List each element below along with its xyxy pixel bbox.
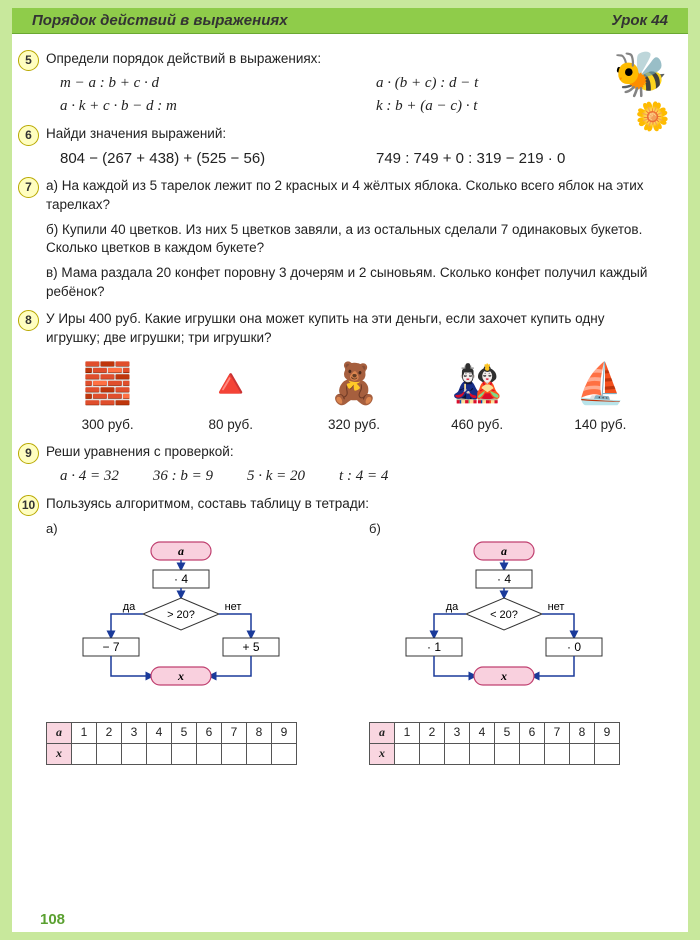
svg-text:< 20?: < 20?	[490, 609, 518, 621]
toy-price: 320 руб.	[306, 416, 402, 435]
task-number: 7	[18, 177, 39, 198]
toy-item: 🧱 300 руб.	[60, 356, 156, 435]
equation: t : 4 = 4	[339, 466, 388, 487]
flowchart-svg: a · 4 < 20? да нет · 1 · 0 x	[369, 540, 639, 710]
svg-text:a: a	[501, 544, 507, 558]
equation: 5 · k = 20	[247, 466, 305, 487]
page-content: 5 Определи порядок действий в выражениях…	[12, 34, 688, 783]
svg-text:нет: нет	[225, 601, 242, 613]
task-7b: б) Купили 40 цветков. Из них 5 цветков з…	[46, 221, 662, 259]
task-number: 9	[18, 443, 39, 464]
flow-label: а)	[46, 520, 339, 538]
toy-icon: 🧸	[321, 356, 387, 412]
svg-text:· 1: · 1	[427, 640, 441, 654]
page-number: 108	[40, 911, 65, 928]
toy-price: 460 руб.	[429, 416, 525, 435]
task-10: 10 Пользуясь алгоритмом, составь таблицу…	[46, 495, 662, 765]
task-7c: в) Мама раздала 20 конфет поровну 3 доче…	[46, 264, 662, 302]
expr: m − a : b + c · d	[60, 73, 346, 94]
lesson-title: Порядок действий в выражениях	[32, 12, 288, 29]
task-6: 6 Найди значения выражений: 804 − (267 +…	[46, 125, 662, 169]
task-7: 7 а) На каждой из 5 тарелок лежит по 2 к…	[46, 177, 662, 302]
svg-text:> 20?: > 20?	[167, 609, 195, 621]
task-text: Найди значения выражений:	[46, 126, 226, 141]
task-7a: а) На каждой из 5 тарелок лежит по 2 кра…	[46, 177, 662, 215]
value-table-a: a123456789x	[46, 722, 297, 765]
flow-a: а) a · 4 > 20? да нет − 7 + 5 x a123456789x	[46, 520, 339, 765]
expr: a · k + c · b − d : m	[60, 96, 346, 117]
task-8: 8 У Иры 400 руб. Какие игрушки она может…	[46, 310, 662, 435]
task-9: 9 Реши уравнения с проверкой: a · 4 = 32…	[46, 443, 662, 487]
task-number: 10	[18, 495, 39, 516]
svg-text:− 7: − 7	[102, 640, 119, 654]
equation: 36 : b = 9	[153, 466, 213, 487]
task-text: У Иры 400 руб. Какие игрушки она может к…	[46, 311, 604, 345]
flow-b: б) a · 4 < 20? да нет · 1 · 0 x a123456789x	[369, 520, 662, 765]
toy-price: 300 руб.	[60, 416, 156, 435]
task-number: 8	[18, 310, 39, 331]
expr-grid: 804 − (267 + 438) + (525 − 56) 749 : 749…	[60, 148, 662, 169]
value-table-b: a123456789x	[369, 722, 620, 765]
task-number: 5	[18, 50, 39, 71]
toy-item: 🧸 320 руб.	[306, 356, 402, 435]
toy-price: 140 руб.	[552, 416, 648, 435]
expr: 749 : 749 + 0 : 319 − 219 · 0	[376, 148, 662, 169]
svg-text:да: да	[446, 601, 459, 613]
task-text: Реши уравнения с проверкой:	[46, 444, 234, 459]
textbook-page: Порядок действий в выражениях Урок 44 🐝 …	[0, 0, 700, 940]
flowchart-svg: a · 4 > 20? да нет − 7 + 5 x	[46, 540, 316, 710]
svg-text:x: x	[500, 669, 507, 683]
toy-item: 🔺 80 руб.	[183, 356, 279, 435]
toy-icon: 🎎	[444, 356, 510, 412]
svg-text:+ 5: + 5	[242, 640, 259, 654]
svg-text:x: x	[177, 669, 184, 683]
flow-label: б)	[369, 520, 662, 538]
expr: 804 − (267 + 438) + (525 − 56)	[60, 148, 346, 169]
toy-item: ⛵ 140 руб.	[552, 356, 648, 435]
toy-icon: 🔺	[198, 356, 264, 412]
lesson-number: Урок 44	[611, 12, 668, 29]
svg-text:· 0: · 0	[567, 640, 581, 654]
toy-icon: 🧱	[75, 356, 141, 412]
svg-text:a: a	[178, 544, 184, 558]
task-number: 6	[18, 125, 39, 146]
svg-text:· 4: · 4	[174, 572, 188, 586]
flowcharts: а) a · 4 > 20? да нет − 7 + 5 x a123456789x б) …	[46, 520, 662, 765]
equation: a · 4 = 32	[60, 466, 119, 487]
toy-item: 🎎 460 руб.	[429, 356, 525, 435]
eq-row: a · 4 = 32 36 : b = 9 5 · k = 20 t : 4 =…	[60, 466, 662, 487]
task-text: Определи порядок действий в выражениях:	[46, 51, 321, 66]
task-text: Пользуясь алгоритмом, составь таблицу в …	[46, 496, 369, 511]
toys-row: 🧱 300 руб. 🔺 80 руб. 🧸 320 руб. 🎎 460 руб. ⛵…	[46, 356, 662, 435]
toy-price: 80 руб.	[183, 416, 279, 435]
task-5: 5 Определи порядок действий в выражениях…	[46, 50, 662, 117]
expr: k : b + (a − c) · t	[376, 96, 662, 117]
svg-text:· 4: · 4	[497, 572, 511, 586]
expr-grid: m − a : b + c · d a · (b + c) : d − t a …	[60, 73, 662, 117]
svg-text:да: да	[123, 601, 136, 613]
lesson-header: Порядок действий в выражениях Урок 44	[12, 8, 688, 34]
toy-icon: ⛵	[567, 356, 633, 412]
svg-text:нет: нет	[548, 601, 565, 613]
expr: a · (b + c) : d − t	[376, 73, 662, 94]
